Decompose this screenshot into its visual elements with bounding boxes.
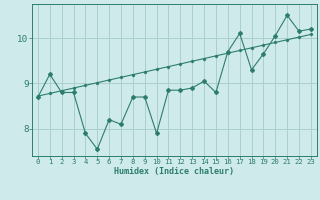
- X-axis label: Humidex (Indice chaleur): Humidex (Indice chaleur): [115, 167, 234, 176]
